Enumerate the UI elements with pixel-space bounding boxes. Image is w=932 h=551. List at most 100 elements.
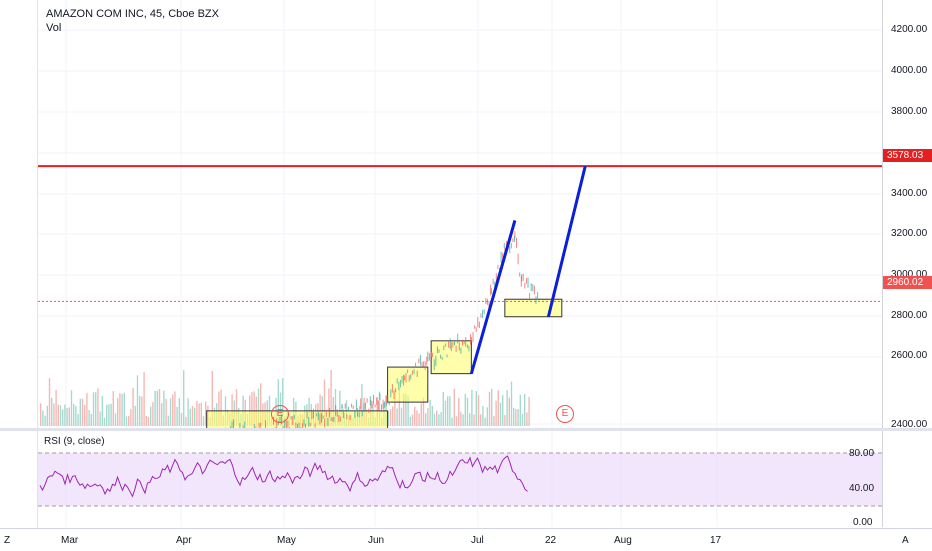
volume-bar (145, 415, 147, 426)
volume-bar (440, 412, 442, 426)
price-candles (225, 231, 539, 428)
volume-bar (510, 381, 513, 426)
volume-bar (444, 400, 447, 426)
price-tick: 2400.00 (891, 419, 928, 430)
price-tick: 3000.00 (891, 269, 928, 280)
volume-bar (73, 403, 75, 426)
volume-bar (469, 413, 471, 426)
left-toolbar-strip (0, 0, 38, 528)
volume-bar (77, 413, 79, 426)
volume-bar (174, 391, 176, 426)
volume-bar (66, 408, 68, 426)
symbol-legend[interactable]: AMAZON COM INC, 45, Cboe BZX (46, 8, 219, 20)
price-axis[interactable]: 4200.00 4000.00 3800.00 3400.00 3200.00 … (882, 0, 932, 430)
volume-bar (455, 416, 458, 426)
volume-bar (42, 410, 44, 426)
time-tick: 22 (545, 535, 557, 546)
volume-bar (493, 415, 495, 426)
volume-bar (464, 393, 466, 426)
volume-bar (134, 405, 136, 426)
volume-bar (123, 392, 125, 426)
volume-bar (198, 403, 200, 426)
volume-bar (361, 384, 363, 426)
volume-bar (480, 414, 482, 426)
volume-bar (90, 414, 92, 426)
volume-bar (407, 395, 409, 426)
price-chart-pane[interactable] (38, 0, 882, 428)
volume-bar (420, 403, 422, 426)
volume-bar (187, 398, 189, 426)
volume-bar (57, 404, 59, 426)
time-tick: May (277, 535, 296, 546)
volume-bar (477, 395, 480, 426)
volume-bar (491, 388, 493, 426)
volume-bar (44, 415, 46, 426)
volume-bar (88, 410, 90, 426)
rsi-legend[interactable]: RSI (9, close) (44, 436, 105, 447)
volume-bar (319, 394, 321, 426)
volume-bar (141, 396, 143, 426)
consolidation-box (504, 298, 563, 318)
volume-bar (488, 391, 491, 426)
last-price-badge: 2960.02 (883, 276, 932, 289)
volume-bar (84, 404, 86, 426)
volume-bar (220, 389, 222, 426)
volume-bar (97, 388, 99, 426)
volume-bar (502, 395, 504, 426)
volume-bar (411, 414, 414, 426)
time-axis[interactable]: Z Mar Apr May Jun Jul 22 Aug 17 A (0, 528, 932, 551)
volume-bar (517, 409, 519, 426)
rsi-pane[interactable] (38, 431, 882, 527)
price-tick: 4200.00 (891, 24, 928, 35)
price-chart-svg (38, 0, 882, 428)
volume-bar (218, 391, 220, 426)
volume-bar (416, 410, 418, 426)
volume-bar (147, 417, 150, 426)
volume-bar (484, 417, 486, 426)
volume-bar (163, 390, 165, 426)
zoom-button[interactable]: Z (4, 535, 11, 546)
volume-bar (194, 407, 196, 426)
volume-bar (462, 414, 464, 426)
volume-bar (400, 407, 403, 426)
volume-bar (136, 375, 139, 426)
volume-bar (81, 398, 84, 426)
volume-bar (497, 390, 499, 426)
volume-bar (143, 372, 145, 426)
volume-bar (110, 403, 112, 426)
price-tick: 2600.00 (891, 350, 928, 361)
volume-bar (101, 395, 103, 426)
volume-bar (59, 405, 62, 426)
volume-bar (165, 398, 167, 426)
volume-bar (471, 389, 473, 426)
volume-bar (524, 394, 526, 426)
volume-bar (95, 392, 97, 426)
volume-bar (504, 415, 506, 426)
volume-bar (196, 400, 198, 426)
volume-bar (53, 403, 55, 426)
rsi-tick: 40.00 (849, 483, 875, 494)
volume-bar (442, 391, 444, 426)
rsi-axis[interactable]: 80.00 40.00 0.00 (849, 431, 932, 528)
volume-bar (62, 409, 64, 426)
volume-bar (51, 397, 53, 426)
earnings-event-marker[interactable]: E (271, 405, 289, 423)
volume-legend[interactable]: Vol (46, 22, 62, 34)
volume-bar (414, 406, 416, 426)
volume-bar (431, 405, 433, 426)
volume-bar (396, 408, 398, 426)
volume-bar (189, 408, 191, 426)
rsi-tick: 0.00 (853, 517, 873, 528)
volume-bar (167, 415, 169, 426)
volume-bar (55, 389, 57, 426)
volume-bar (169, 398, 172, 426)
volume-bar (40, 403, 42, 426)
pane-divider[interactable] (0, 428, 932, 431)
earnings-event-marker[interactable]: E (556, 405, 574, 423)
consolidation-box (430, 340, 472, 375)
volume-bar (86, 392, 88, 426)
volume-bar (378, 391, 381, 426)
volume-bar (458, 398, 460, 426)
price-tick: 3400.00 (891, 188, 928, 199)
auto-scale-button[interactable]: A (902, 535, 909, 546)
